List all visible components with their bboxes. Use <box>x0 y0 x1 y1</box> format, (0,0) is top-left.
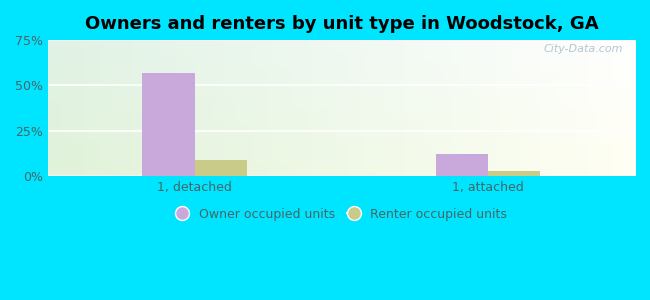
Bar <box>142 73 194 176</box>
Bar <box>436 154 488 176</box>
Bar <box>194 160 247 176</box>
Title: Owners and renters by unit type in Woodstock, GA: Owners and renters by unit type in Woods… <box>84 15 598 33</box>
Bar <box>488 171 540 176</box>
Text: City-Data.com: City-Data.com <box>544 44 623 54</box>
Legend: Owner occupied units, Renter occupied units: Owner occupied units, Renter occupied un… <box>170 202 513 227</box>
